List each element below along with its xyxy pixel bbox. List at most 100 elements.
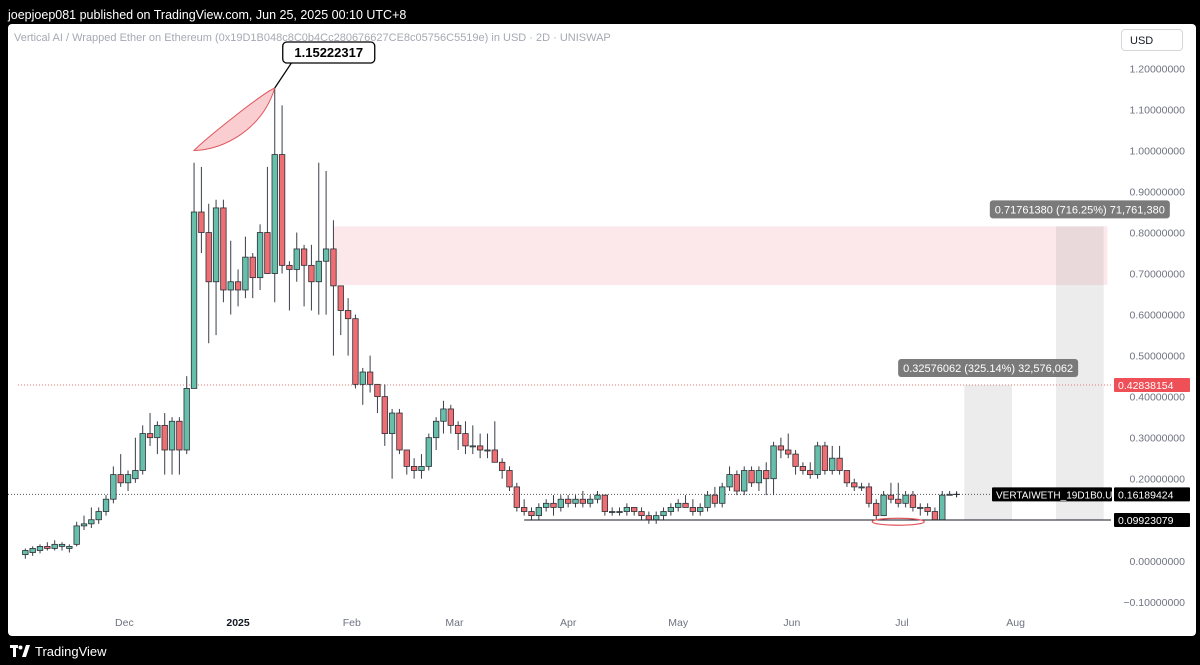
candle	[528, 507, 535, 520]
candle-body	[161, 424, 168, 451]
candle	[521, 499, 528, 516]
candle	[902, 491, 909, 508]
candle-body	[931, 511, 939, 521]
candle-body	[785, 449, 792, 455]
candle-body	[741, 470, 748, 492]
candle	[190, 162, 198, 389]
candle-body	[102, 498, 110, 512]
candle-body	[917, 507, 924, 509]
candle-body	[29, 548, 36, 553]
candle-body	[623, 507, 631, 512]
candle	[836, 445, 843, 475]
candlestick-chart[interactable]: 1.15222317 0.32576062 (325.14%) 32,576,06…	[8, 24, 1196, 636]
candle	[322, 170, 330, 315]
y-tick-label: 0.00000000	[1130, 556, 1186, 568]
candle	[95, 507, 102, 524]
candle-body	[565, 498, 572, 504]
candle	[865, 482, 873, 508]
candle-body	[770, 445, 777, 480]
candle	[227, 240, 234, 315]
candle-body	[337, 285, 344, 311]
candle	[29, 546, 36, 556]
price-label-bg	[1114, 378, 1190, 393]
candle	[719, 482, 726, 508]
currency-button[interactable]: USD	[1121, 29, 1183, 51]
candle-body	[836, 457, 843, 471]
candle	[337, 285, 344, 336]
candle	[660, 507, 667, 520]
x-axis[interactable]: Dec 2025 Feb Mar Apr May Jun Jul Aug	[115, 617, 1025, 629]
candle	[374, 383, 381, 414]
candle	[763, 462, 770, 496]
candle-body	[374, 383, 381, 398]
candle	[733, 470, 741, 496]
candle-body	[234, 281, 242, 291]
candle	[36, 544, 44, 554]
candle-body	[242, 256, 249, 291]
candle-body	[146, 433, 154, 439]
candle	[609, 507, 616, 516]
candle-body	[278, 154, 286, 266]
candle	[851, 478, 858, 492]
candle	[572, 495, 579, 508]
candle-body	[154, 424, 161, 439]
candle-body	[95, 511, 102, 521]
candle	[550, 495, 557, 516]
candle-body	[117, 474, 124, 484]
candle	[249, 253, 256, 299]
candle-body	[198, 211, 205, 233]
publish-header: joepjoep081 published on TradingView.com…	[8, 8, 407, 22]
candle-body	[432, 420, 440, 439]
candle	[396, 408, 403, 455]
candle-body	[843, 470, 851, 484]
candle	[807, 462, 814, 479]
candle	[154, 421, 161, 455]
candle	[858, 482, 865, 492]
symbol-label: VERTAIWETH_19D1B0.USD	[996, 490, 1126, 501]
y-tick-label: 0.90000000	[1130, 187, 1186, 199]
candle	[770, 441, 777, 496]
candle-body	[330, 248, 337, 287]
candle	[102, 495, 110, 516]
candle	[645, 511, 653, 524]
candle-body	[176, 420, 183, 451]
candle-body	[498, 461, 506, 471]
y-tick-label: 0.50000000	[1130, 351, 1186, 363]
x-tick-label: 2025	[226, 617, 250, 629]
candle	[183, 376, 190, 455]
candle-body	[946, 493, 953, 496]
candle	[271, 88, 278, 303]
candle	[168, 417, 176, 475]
y-tick-label: 0.70000000	[1130, 269, 1186, 281]
candle	[205, 203, 212, 344]
candle	[403, 449, 410, 475]
candle-body	[616, 511, 623, 513]
candle-body	[168, 420, 176, 451]
candle-body	[506, 470, 513, 488]
candle	[300, 244, 308, 307]
candle	[469, 425, 476, 455]
candle	[146, 413, 154, 446]
candle	[388, 408, 396, 479]
candle	[704, 491, 711, 512]
candle	[682, 495, 689, 508]
candle	[623, 503, 631, 516]
resistance-zone	[333, 226, 1108, 286]
measure-label-bg-2	[989, 200, 1170, 219]
candle-body	[535, 507, 542, 517]
candle-body	[726, 474, 733, 488]
tradingview-footer: TradingView	[10, 640, 107, 662]
candle	[565, 495, 572, 508]
candle	[785, 433, 792, 459]
candle	[792, 449, 799, 475]
peak-callout-box	[282, 41, 376, 64]
peak-callout-label: 1.15222317	[294, 45, 363, 60]
y-axis[interactable]: 1.20000000 1.10000000 1.00000000 0.90000000…	[1114, 63, 1190, 609]
candle	[741, 466, 748, 496]
candle-body	[315, 260, 322, 283]
candle	[777, 437, 785, 459]
candle-body	[73, 525, 80, 545]
candle-body	[264, 232, 271, 274]
candle	[484, 433, 491, 459]
candle-body	[572, 498, 579, 504]
